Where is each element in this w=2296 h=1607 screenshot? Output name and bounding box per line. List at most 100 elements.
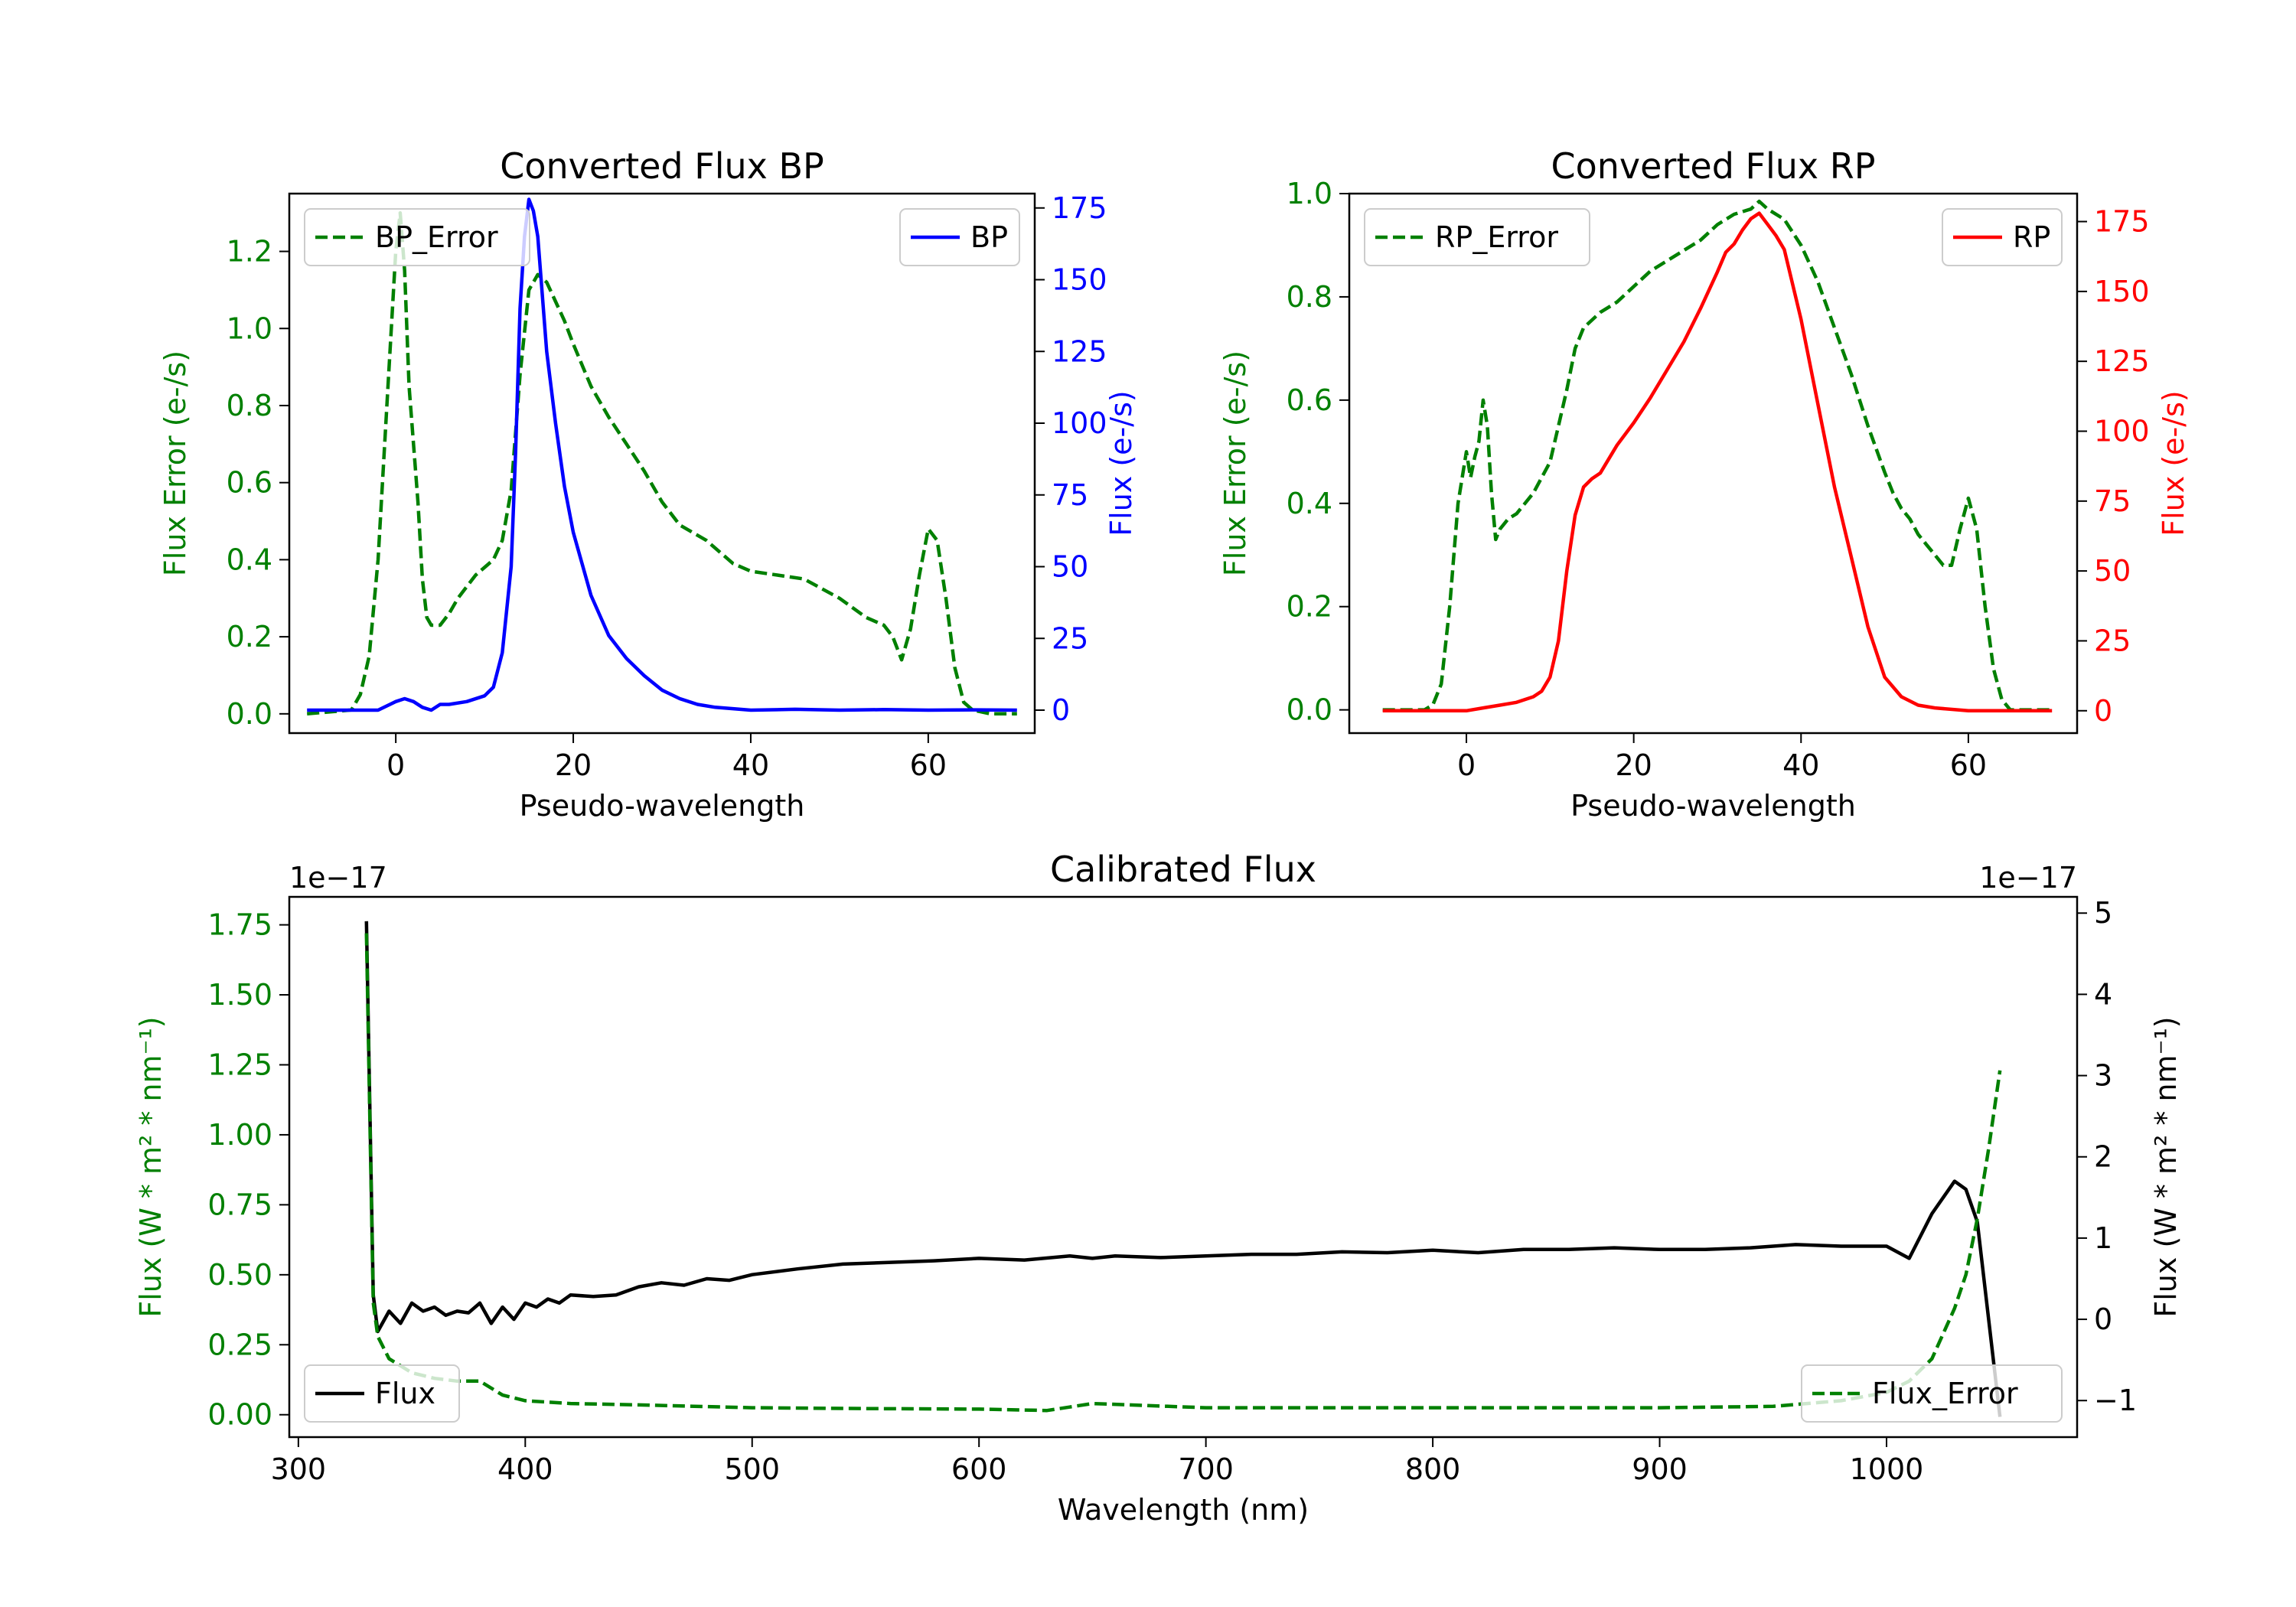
plot-frame: [1348, 192, 2079, 735]
y-right-offset-text: 1e−17: [1979, 861, 2077, 895]
y-right-tick-label: 100: [1052, 406, 1107, 440]
x-tick-label: 600: [951, 1452, 1007, 1486]
y-left-tick-label: 1.75: [207, 908, 272, 942]
y-left-tick-label: 0.2: [227, 620, 272, 654]
y-right-tick-label: 75: [2094, 484, 2131, 518]
y-left-axis-label: Flux Error (e-/s): [1218, 350, 1252, 576]
y-right-tick-label: 0: [2094, 1302, 2112, 1336]
y-right-tick-label: −1: [2094, 1384, 2137, 1417]
y-right-tick-label: 50: [1052, 550, 1088, 584]
x-axis-label: Pseudo-wavelength: [520, 789, 805, 823]
legend-flux-error: Flux_Error: [1801, 1364, 2063, 1423]
legend-label: Flux: [375, 1377, 435, 1410]
y-right-tick-label: 150: [2094, 275, 2150, 308]
chart-title: Converted Flux BP: [500, 145, 824, 187]
y-left-tick-label: 0.2: [1287, 590, 1332, 624]
y-right-axis-label: Flux (e-/s): [2157, 390, 2190, 536]
legend-box: [1801, 1364, 2063, 1423]
legend-label: RP: [2013, 220, 2050, 254]
y-right-tick-label: 0: [1052, 693, 1070, 727]
legend-bp-error: BP_Error: [304, 208, 530, 266]
y-left-tick-label: 1.00: [207, 1118, 272, 1152]
series-line-bp-error: [307, 210, 1017, 716]
y-left-axis-label: Flux (W * m² * nm⁻¹): [134, 1016, 168, 1317]
x-axis-label: Wavelength (nm): [1058, 1493, 1309, 1527]
y-left-tick-label: 0.50: [207, 1258, 272, 1292]
x-tick-label: 60: [910, 748, 947, 782]
y-left-tick-label: 0.6: [227, 466, 272, 500]
x-tick-label: 40: [732, 748, 769, 782]
y-right-tick-label: 25: [2094, 624, 2131, 657]
series-group: [307, 197, 1017, 716]
y-right-tick-label: 50: [2094, 554, 2131, 588]
x-tick-label: 20: [555, 748, 592, 782]
plot-frame: [288, 192, 1036, 735]
y-right-tick-label: 150: [1052, 263, 1107, 297]
legend-bp: BP: [899, 208, 1020, 266]
series-line-rp-error: [1382, 199, 2053, 712]
y-left-tick-label: 0.75: [207, 1188, 272, 1221]
x-tick-label: 500: [724, 1452, 780, 1486]
plot-frame: [288, 895, 2079, 1439]
y-right-tick-label: 100: [2094, 414, 2150, 448]
y-left-tick-label: 0.4: [1287, 487, 1332, 520]
legend-label: BP_Error: [375, 220, 498, 254]
x-tick-label: 900: [1632, 1452, 1688, 1486]
legend-label: Flux_Error: [1872, 1377, 2018, 1410]
y-left-tick-label: 0.0: [227, 697, 272, 731]
x-tick-label: 20: [1615, 748, 1652, 782]
y-right-tick-label: 175: [1052, 191, 1107, 225]
y-right-tick-label: 3: [2094, 1059, 2112, 1093]
y-left-tick-label: 1.0: [1287, 177, 1332, 210]
series-line-flux: [364, 921, 2002, 1417]
series-line-rp: [1382, 211, 2053, 713]
y-right-tick-label: 175: [2094, 205, 2150, 239]
y-left-tick-label: 1.50: [207, 978, 272, 1012]
x-tick-label: 60: [1950, 748, 1987, 782]
y-right-tick-label: 2: [2094, 1140, 2112, 1174]
y-right-tick-label: 4: [2094, 977, 2112, 1011]
series-group: [1382, 199, 2053, 713]
y-left-tick-label: 0.4: [227, 543, 272, 576]
x-tick-label: 400: [497, 1452, 553, 1486]
series-group: [364, 921, 2002, 1417]
series-line-flux-error: [364, 933, 2002, 1413]
chart-1: 0 20 40 60 0.0 0.2 0.4 0.6 0.8 1.0 0 25 50 75 100 125 15…: [1218, 145, 2190, 823]
legend-label: BP: [970, 220, 1008, 254]
y-right-tick-label: 75: [1052, 478, 1088, 512]
x-tick-label: 0: [386, 748, 405, 782]
legend-box: [1364, 208, 1590, 266]
chart-title: Converted Flux RP: [1551, 145, 1876, 187]
chart-0: 0 20 40 60 0.0 0.2 0.4 0.6 0.8 1.0 1.2 0 25 50 75 100 12…: [158, 145, 1138, 823]
chart-2: 300 400 500 600 700 800 900 1000 0.00 0.25 0.50 0.7…: [134, 849, 2183, 1527]
y-left-tick-label: 0.0: [1287, 693, 1332, 727]
y-left-tick-label: 0.25: [207, 1328, 272, 1361]
x-tick-label: 0: [1457, 748, 1476, 782]
y-right-tick-label: 25: [1052, 621, 1088, 655]
y-left-axis-label: Flux Error (e-/s): [158, 350, 192, 576]
y-left-tick-label: 1.25: [207, 1048, 272, 1081]
y-left-tick-label: 1.2: [227, 235, 272, 269]
x-tick-label: 800: [1405, 1452, 1461, 1486]
x-tick-label: 700: [1178, 1452, 1234, 1486]
legend-rp: RP: [1942, 208, 2063, 266]
y-left-tick-label: 1.0: [227, 311, 272, 345]
y-right-tick-label: 125: [1052, 334, 1107, 368]
series-line-bp: [307, 197, 1017, 712]
y-right-tick-label: 5: [2094, 896, 2112, 930]
legend-box: [304, 1364, 460, 1423]
x-tick-label: 40: [1782, 748, 1819, 782]
legend-label: RP_Error: [1435, 220, 1558, 254]
chart-title: Calibrated Flux: [1050, 849, 1316, 890]
y-right-tick-label: 1: [2094, 1221, 2112, 1255]
y-left-tick-label: 0.8: [227, 389, 272, 422]
legend-box: [304, 208, 530, 266]
y-left-tick-label: 0.00: [207, 1398, 272, 1432]
x-tick-label: 300: [271, 1452, 327, 1486]
x-tick-label: 1000: [1850, 1452, 1924, 1486]
y-right-tick-label: 125: [2094, 344, 2150, 378]
legend-flux: Flux: [304, 1364, 460, 1423]
y-left-offset-text: 1e−17: [289, 861, 387, 895]
